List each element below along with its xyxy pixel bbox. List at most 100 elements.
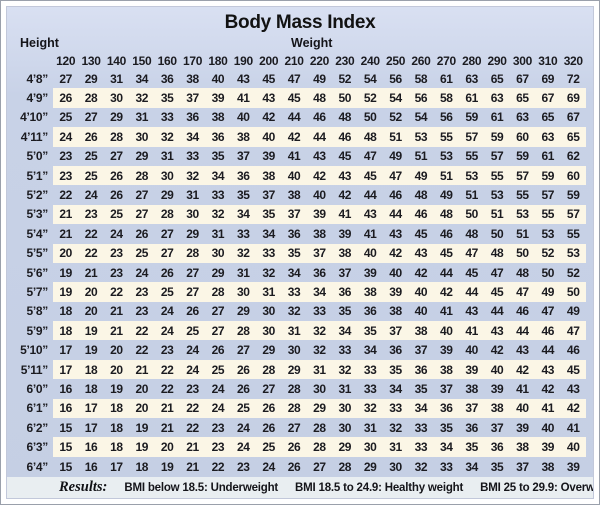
bmi-value-cell: 42 — [262, 110, 276, 125]
bmi-value-cell: 26 — [110, 188, 123, 203]
bmi-value-cell: 20 — [78, 282, 104, 302]
bmi-value-cell: 47 — [509, 282, 536, 302]
bmi-value-cell: 37 — [262, 188, 276, 203]
weight-header-cell: 210 — [284, 54, 304, 68]
bmi-value-cell: 24 — [53, 127, 79, 147]
bmi-value-cell: 26 — [287, 459, 301, 474]
bmi-value-cell: 26 — [281, 437, 307, 457]
bmi-value-cell: 53 — [541, 226, 555, 241]
height-cell: 6’4” — [26, 459, 49, 474]
bmi-value-cell: 30 — [230, 282, 256, 302]
bmi-value-cell: 50 — [332, 88, 358, 108]
bmi-value-cell: 51 — [433, 165, 459, 186]
bmi-value-cell: 29 — [363, 459, 377, 474]
bmi-value-cell: 18 — [78, 359, 104, 380]
bmi-value-cell: 25 — [154, 282, 180, 302]
bmi-value-cell: 26 — [230, 359, 256, 380]
bmi-value-cell: 18 — [53, 321, 79, 341]
bmi-value-cell: 20 — [84, 304, 98, 319]
bmi-value-cell: 27 — [84, 110, 98, 125]
bmi-value-cell: 27 — [287, 420, 301, 435]
height-cell: 5’6” — [26, 265, 49, 280]
bmi-value-cell: 43 — [535, 359, 561, 380]
bmi-value-cell: 55 — [465, 149, 479, 164]
table-row: 6’3” 15 16 18 19 20 21 23 24 25 26 28 29 30 31 33 34 35 36… — [8, 437, 586, 457]
bmi-value-cell: 61 — [490, 110, 504, 125]
bmi-value-cell: 54 — [382, 88, 409, 108]
bmi-value-cell: 39 — [535, 437, 561, 457]
bmi-value-cell: 31 — [135, 110, 149, 125]
bmi-value-cell: 55 — [433, 127, 459, 147]
axis-labels-row: Height Weight — [7, 36, 593, 52]
bmi-value-cell: 43 — [236, 71, 250, 86]
results-legend: Results: BMI below 18.5: Underweight BMI… — [7, 477, 593, 498]
bmi-value-cell: 39 — [490, 381, 504, 396]
bmi-value-cell: 34 — [408, 398, 434, 419]
height-cell: 6’0” — [26, 381, 49, 396]
bmi-value-cell: 40 — [211, 71, 225, 86]
bmi-value-cell: 15 — [59, 420, 73, 435]
bmi-value-cell: 45 — [414, 226, 428, 241]
bmi-value-cell: 47 — [287, 71, 301, 86]
bmi-value-cell: 21 — [53, 204, 79, 225]
table-row: 5’3” 21 23 25 27 28 30 32 34 35 37 39 41 43 44 46 48 50 51… — [8, 204, 586, 225]
bmi-value-cell: 52 — [566, 265, 580, 280]
height-cell: 5’4” — [26, 226, 49, 241]
bmi-value-cell: 30 — [338, 420, 352, 435]
bmi-value-cell: 54 — [363, 71, 377, 86]
bmi-value-cell: 40 — [256, 127, 282, 147]
bmi-value-cell: 26 — [160, 265, 174, 280]
bmi-value-cell: 39 — [338, 226, 352, 241]
bmi-value-cell: 42 — [414, 265, 428, 280]
bmi-value-cell: 25 — [129, 243, 155, 263]
height-cell: 6’3” — [26, 440, 49, 455]
bmi-value-cell: 40 — [465, 343, 479, 358]
bmi-value-cell: 19 — [53, 282, 79, 302]
bmi-value-cell: 39 — [363, 265, 377, 280]
bmi-value-cell: 35 — [338, 304, 352, 319]
bmi-value-cell: 51 — [382, 127, 409, 147]
bmi-value-cell: 33 — [211, 188, 225, 203]
bmi-value-cell: 35 — [382, 359, 409, 380]
bmi-value-cell: 31 — [382, 437, 409, 457]
bmi-value-cell: 25 — [230, 398, 256, 419]
bmi-value-cell: 39 — [566, 459, 580, 474]
bmi-value-cell: 48 — [414, 188, 428, 203]
bmi-value-cell: 33 — [439, 459, 453, 474]
bmi-value-cell: 18 — [103, 398, 130, 419]
bmi-value-cell: 50 — [509, 243, 536, 263]
bmi-value-cell: 22 — [78, 243, 104, 263]
bmi-value-cell: 58 — [433, 88, 459, 108]
bmi-value-cell: 39 — [382, 282, 409, 302]
bmi-value-cell: 30 — [313, 381, 326, 396]
bmi-value-cell: 42 — [433, 282, 459, 302]
bmi-value-cell: 44 — [459, 282, 485, 302]
bmi-value-cell: 46 — [408, 204, 434, 225]
bmi-value-cell: 47 — [560, 321, 586, 341]
bmi-value-cell: 27 — [186, 265, 199, 280]
bmi-value-cell: 30 — [332, 398, 358, 419]
bmi-value-cell: 38 — [465, 381, 479, 396]
bmi-value-cell: 49 — [439, 188, 453, 203]
bmi-value-cell: 45 — [560, 359, 586, 380]
bmi-value-cell: 21 — [103, 321, 130, 341]
bmi-value-cell: 24 — [230, 437, 256, 457]
bmi-value-cell: 44 — [382, 204, 409, 225]
bmi-value-cell: 34 — [389, 381, 402, 396]
bmi-value-cell: 32 — [154, 127, 180, 147]
bmi-value-cell: 24 — [205, 398, 231, 419]
bmi-value-cell: 43 — [256, 88, 282, 108]
bmi-value-cell: 30 — [129, 127, 155, 147]
bmi-value-cell: 26 — [262, 420, 276, 435]
bmi-value-cell: 37 — [490, 420, 504, 435]
bmi-value-cell: 42 — [490, 343, 504, 358]
bmi-value-cell: 32 — [287, 304, 301, 319]
bmi-value-cell: 32 — [306, 321, 333, 341]
bmi-value-cell: 53 — [560, 243, 586, 263]
table-row: 5’6” 19 21 23 24 26 27 29 31 32 34 36 37 39 40 42 44 45 47… — [8, 263, 586, 282]
bmi-value-cell: 55 — [566, 226, 580, 241]
bmi-value-cell: 27 — [59, 71, 73, 86]
bmi-value-cell: 22 — [59, 188, 73, 203]
table-row: 6’0” 16 18 19 20 22 23 24 26 27 28 30 31 33 34 35 37 38 39… — [8, 379, 586, 398]
